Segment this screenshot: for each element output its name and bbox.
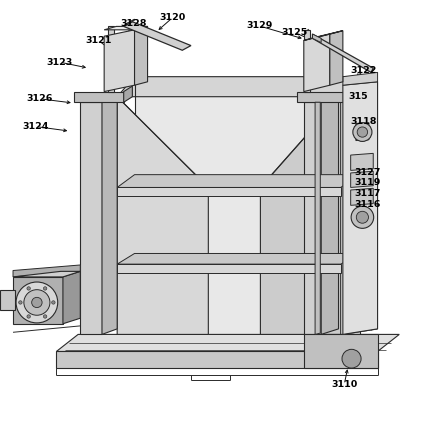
- Text: 3120: 3120: [160, 13, 186, 22]
- Polygon shape: [80, 102, 102, 334]
- Circle shape: [342, 349, 361, 368]
- Polygon shape: [312, 34, 373, 72]
- Circle shape: [19, 301, 22, 304]
- Polygon shape: [117, 77, 360, 97]
- Polygon shape: [13, 326, 80, 332]
- Circle shape: [356, 211, 368, 223]
- Circle shape: [353, 123, 372, 141]
- Polygon shape: [304, 102, 321, 334]
- Circle shape: [16, 282, 58, 323]
- Polygon shape: [321, 97, 339, 334]
- Polygon shape: [260, 97, 341, 334]
- Text: 3128: 3128: [120, 19, 147, 29]
- Polygon shape: [304, 31, 343, 40]
- Polygon shape: [135, 77, 360, 334]
- Text: 3125: 3125: [281, 28, 307, 37]
- Polygon shape: [117, 253, 360, 264]
- Polygon shape: [356, 123, 369, 141]
- Polygon shape: [104, 30, 135, 92]
- Text: 3117: 3117: [355, 189, 381, 198]
- Polygon shape: [117, 175, 360, 187]
- Polygon shape: [135, 26, 148, 85]
- Polygon shape: [74, 92, 124, 102]
- Polygon shape: [345, 86, 354, 102]
- Circle shape: [27, 315, 30, 318]
- Polygon shape: [80, 97, 117, 102]
- Circle shape: [43, 315, 47, 318]
- Polygon shape: [343, 82, 378, 334]
- Circle shape: [24, 290, 50, 315]
- Polygon shape: [13, 271, 80, 277]
- Text: 3129: 3129: [247, 21, 273, 31]
- Circle shape: [351, 206, 374, 228]
- Polygon shape: [108, 26, 114, 92]
- Text: 3118: 3118: [350, 117, 377, 127]
- Polygon shape: [351, 153, 373, 170]
- Text: 3126: 3126: [27, 94, 53, 104]
- Polygon shape: [315, 102, 320, 334]
- Polygon shape: [13, 265, 80, 277]
- Polygon shape: [13, 277, 63, 324]
- Polygon shape: [312, 34, 321, 43]
- Polygon shape: [102, 97, 117, 334]
- Polygon shape: [124, 86, 132, 102]
- Polygon shape: [351, 188, 373, 205]
- Polygon shape: [304, 97, 339, 102]
- Text: 3122: 3122: [351, 66, 377, 75]
- Polygon shape: [117, 187, 341, 196]
- Circle shape: [357, 127, 368, 137]
- Polygon shape: [304, 334, 378, 368]
- Polygon shape: [104, 26, 148, 30]
- Polygon shape: [297, 92, 345, 102]
- Text: 3116: 3116: [355, 199, 381, 209]
- Polygon shape: [304, 30, 310, 92]
- Circle shape: [43, 287, 47, 290]
- Polygon shape: [0, 290, 15, 310]
- Text: 3121: 3121: [86, 36, 112, 46]
- Text: 3119: 3119: [355, 178, 381, 187]
- Polygon shape: [124, 19, 135, 26]
- Polygon shape: [56, 334, 399, 351]
- Polygon shape: [343, 72, 378, 85]
- Polygon shape: [330, 31, 343, 85]
- Polygon shape: [304, 34, 330, 92]
- Text: 3110: 3110: [331, 380, 357, 389]
- Text: 315: 315: [349, 92, 368, 101]
- Circle shape: [27, 287, 30, 290]
- Polygon shape: [124, 22, 191, 50]
- Polygon shape: [63, 271, 80, 324]
- Circle shape: [52, 301, 55, 304]
- Polygon shape: [351, 171, 373, 187]
- Text: 3127: 3127: [355, 167, 381, 177]
- Text: 3124: 3124: [23, 122, 49, 131]
- Circle shape: [32, 297, 42, 308]
- Text: 3123: 3123: [47, 58, 73, 67]
- Polygon shape: [117, 264, 341, 273]
- Polygon shape: [117, 97, 208, 334]
- Polygon shape: [56, 351, 378, 368]
